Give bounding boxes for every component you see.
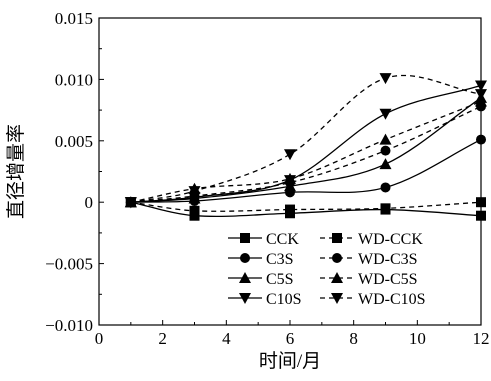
- series-wd-c10s: [124, 73, 487, 209]
- data-point: [284, 172, 296, 184]
- legend-entry-wd-c3s: WD-C3S: [320, 251, 418, 268]
- data-point: [380, 182, 391, 193]
- data-point: [379, 108, 392, 120]
- series-c5s: [124, 91, 487, 208]
- x-tick-label: 4: [222, 329, 231, 348]
- series-line: [130, 97, 482, 203]
- legend-entry-c10s: C10S: [228, 291, 302, 308]
- legend-label: C3S: [266, 251, 294, 268]
- data-point: [285, 204, 295, 215]
- y-tick-label: 0.010: [55, 70, 93, 89]
- x-tick-label: 0: [95, 329, 104, 348]
- data-point: [188, 186, 201, 198]
- x-tick-label: 10: [409, 329, 426, 348]
- y-tick-label: 0: [85, 193, 94, 212]
- y-tick-label: 0.005: [55, 132, 93, 151]
- legend-marker: [332, 253, 342, 263]
- legend-label: WD-C3S: [358, 251, 418, 268]
- data-point: [284, 149, 296, 161]
- legend-marker: [331, 293, 343, 304]
- data-point: [379, 133, 392, 145]
- data-point: [189, 205, 200, 216]
- legend-entry-c3s: C3S: [228, 251, 294, 268]
- legend-entry-wd-c10s: WD-C10S: [320, 291, 426, 308]
- data-point: [380, 203, 391, 214]
- legend-label: C10S: [266, 291, 302, 308]
- legend-marker: [239, 293, 251, 304]
- y-tick-label: −0.010: [45, 316, 93, 335]
- legend-entry-wd-c5s: WD-C5S: [320, 271, 418, 288]
- series-layer: [124, 73, 487, 221]
- y-tick-label: 0.015: [55, 9, 93, 28]
- legend-label: WD-CCK: [358, 231, 423, 248]
- legend-marker: [240, 233, 250, 243]
- series-line: [130, 201, 482, 212]
- legend-entry-c5s: C5S: [228, 271, 294, 288]
- x-tick-label: 12: [473, 329, 490, 348]
- legend-label: WD-C5S: [358, 271, 418, 288]
- x-axis-label: 时间/月: [259, 350, 321, 372]
- y-axis-label: 直径增量率: [5, 124, 27, 219]
- series-line: [130, 105, 482, 203]
- data-point: [124, 197, 137, 209]
- data-point: [379, 73, 392, 85]
- x-tick-label: 2: [158, 329, 167, 348]
- legend-marker: [332, 233, 342, 243]
- legend-entry-wd-cck: WD-CCK: [320, 231, 423, 248]
- legend-marker: [331, 272, 343, 283]
- x-tick-label: 8: [349, 329, 358, 348]
- x-tick-label: 6: [286, 329, 295, 348]
- data-point: [379, 158, 392, 170]
- axes-layer: 0 2 4 6 8 10 12 −0.010 −0.005 0 0.005 0.010 0.015 时间/…: [5, 9, 490, 372]
- legend-label: C5S: [266, 271, 294, 288]
- y-tick-label: −0.005: [45, 255, 93, 274]
- legend-marker: [239, 272, 251, 283]
- data-point: [380, 145, 391, 156]
- legend: CCK WD-CCK C3S WD-C3S C5S WD-C5S C10S WD-C10S: [228, 231, 426, 308]
- legend-entry-cck: CCK: [228, 231, 299, 248]
- legend-label: WD-C10S: [358, 291, 426, 308]
- series-line: [130, 84, 482, 203]
- legend-label: CCK: [266, 231, 299, 248]
- series-line: [130, 100, 482, 203]
- series-c10s: [124, 80, 487, 209]
- series-wd-c5s: [124, 95, 487, 208]
- legend-marker: [240, 253, 250, 263]
